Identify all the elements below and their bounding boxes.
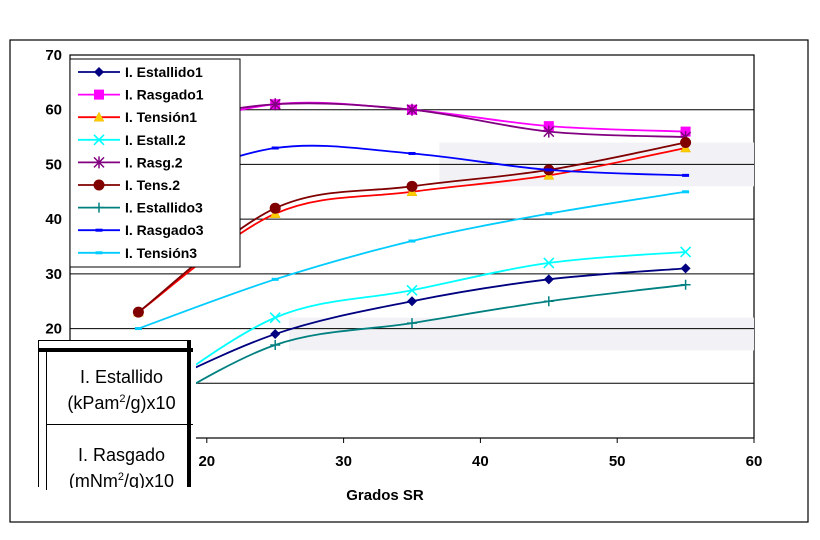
data-point-i-tens-2-1 <box>269 202 281 214</box>
data-point-i-tensi-n3-4 <box>682 190 690 194</box>
legend-marker-i-tensi-n3 <box>95 251 103 255</box>
y-tick-label-30: 30 <box>45 266 62 283</box>
data-point-i-rasgado3-1 <box>271 146 279 150</box>
legend-marker-i-rasgado1 <box>94 89 104 100</box>
data-point-i-rasg-2-3 <box>543 125 555 138</box>
axis-label-box-border <box>38 340 191 487</box>
ylabel-rasgado-unit-sup: 2 <box>117 471 125 483</box>
x-tick-label-40: 40 <box>472 453 489 470</box>
data-point-i-rasgado3-3 <box>545 168 553 172</box>
data-point-i-estall-2-4 <box>680 246 692 258</box>
axis-label-box-left-rule <box>46 352 47 490</box>
data-point-i-estallido3-4 <box>680 279 691 290</box>
data-point-i-rasg-2-2 <box>406 103 418 116</box>
legend-label-i-rasg-2: I. Rasg.2 <box>125 154 183 170</box>
data-point-i-estallido1-4 <box>680 263 691 274</box>
data-point-i-rasgado3-4 <box>682 173 690 177</box>
x-tick-label-50: 50 <box>609 453 626 470</box>
legend-marker-i-rasg-2 <box>93 156 105 169</box>
ylabel-estallido-unit-b: /g)x10 <box>125 393 176 413</box>
ylabel-estallido: I. Estallido (kPam2/g)x10 <box>54 366 189 414</box>
legend-label-i-rasgado3: I. Rasgado3 <box>125 222 204 238</box>
data-point-i-tens-2-0 <box>132 306 144 318</box>
plot-band <box>288 317 754 351</box>
data-point-i-estallido1-1 <box>270 329 281 340</box>
data-point-i-estallido3-1 <box>270 339 281 350</box>
y-tick-label-50: 50 <box>45 156 62 173</box>
legend-label-i-estall-2: I. Estall.2 <box>125 132 186 148</box>
data-point-i-tens-2-4 <box>680 137 692 149</box>
ylabel-rasgado-unit-b: /g)x10 <box>124 471 175 488</box>
ylabel-estallido-unit-sup: 2 <box>119 393 126 405</box>
legend-label-i-rasgado1: I. Rasgado1 <box>125 87 204 103</box>
data-point-i-estallido3-3 <box>543 296 554 307</box>
data-point-i-rasgado3-2 <box>408 151 416 155</box>
ylabel-rasgado-unit-a: (mNm <box>68 471 118 488</box>
data-point-i-estall-2-3 <box>543 257 555 269</box>
legend-label-i-tensi-n1: I. Tensión1 <box>125 109 197 125</box>
axis-label-box-top-rule <box>38 348 193 352</box>
data-point-i-tens-2-2 <box>406 180 418 192</box>
y-tick-label-70: 70 <box>45 47 62 64</box>
data-point-i-tensi-n3-0 <box>134 327 142 331</box>
ylabel-rasgado-name: I. Rasgado <box>77 445 166 465</box>
x-tick-label-20: 20 <box>198 453 215 470</box>
data-point-i-estallido1-3 <box>543 274 554 285</box>
data-point-i-tensi-n3-3 <box>545 212 553 216</box>
axis-label-box: I. Estallido (kPam2/g)x10 I. Rasgado (mN… <box>38 340 196 490</box>
ylabel-estallido-name: I. Estallido <box>79 367 164 387</box>
data-point-i-estallido1-2 <box>407 296 417 307</box>
legend-label-i-estallido3: I. Estallido3 <box>125 200 203 216</box>
y-tick-label-60: 60 <box>45 102 62 119</box>
axis-label-box-divider <box>46 424 193 425</box>
ylabel-estallido-unit-a: (kPam <box>67 393 120 413</box>
data-point-i-tensi-n3-2 <box>408 239 416 243</box>
data-point-i-estallido3-2 <box>407 318 417 329</box>
x-tick-label-30: 30 <box>335 453 352 470</box>
y-tick-label-40: 40 <box>45 211 62 228</box>
data-point-i-tensi-n3-1 <box>271 277 279 281</box>
legend-label-i-tensi-n3: I. Tensión3 <box>125 245 197 261</box>
ylabel-rasgado: I. Rasgado (mNm2/g)x10 <box>54 444 189 488</box>
legend-marker-i-rasgado3 <box>95 228 103 232</box>
legend-label-i-estallido1: I. Estallido1 <box>125 64 203 80</box>
legend-marker-i-tens-2 <box>93 179 105 191</box>
y-tick-label-20: 20 <box>45 321 62 338</box>
legend-marker-i-estallido3 <box>94 202 104 213</box>
x-axis-label: Grados SR <box>346 487 424 504</box>
legend-marker-i-estall-2 <box>93 134 105 146</box>
data-point-i-estall-2-2 <box>406 284 418 296</box>
data-point-i-rasg-2-1 <box>269 98 281 111</box>
legend-marker-i-estallido1 <box>94 67 104 77</box>
data-point-i-estall-2-1 <box>269 312 281 324</box>
legend-marker-i-tensi-n1 <box>93 111 105 122</box>
x-tick-label-60: 60 <box>746 453 763 470</box>
legend-label-i-tens-2: I. Tens.2 <box>125 177 180 193</box>
